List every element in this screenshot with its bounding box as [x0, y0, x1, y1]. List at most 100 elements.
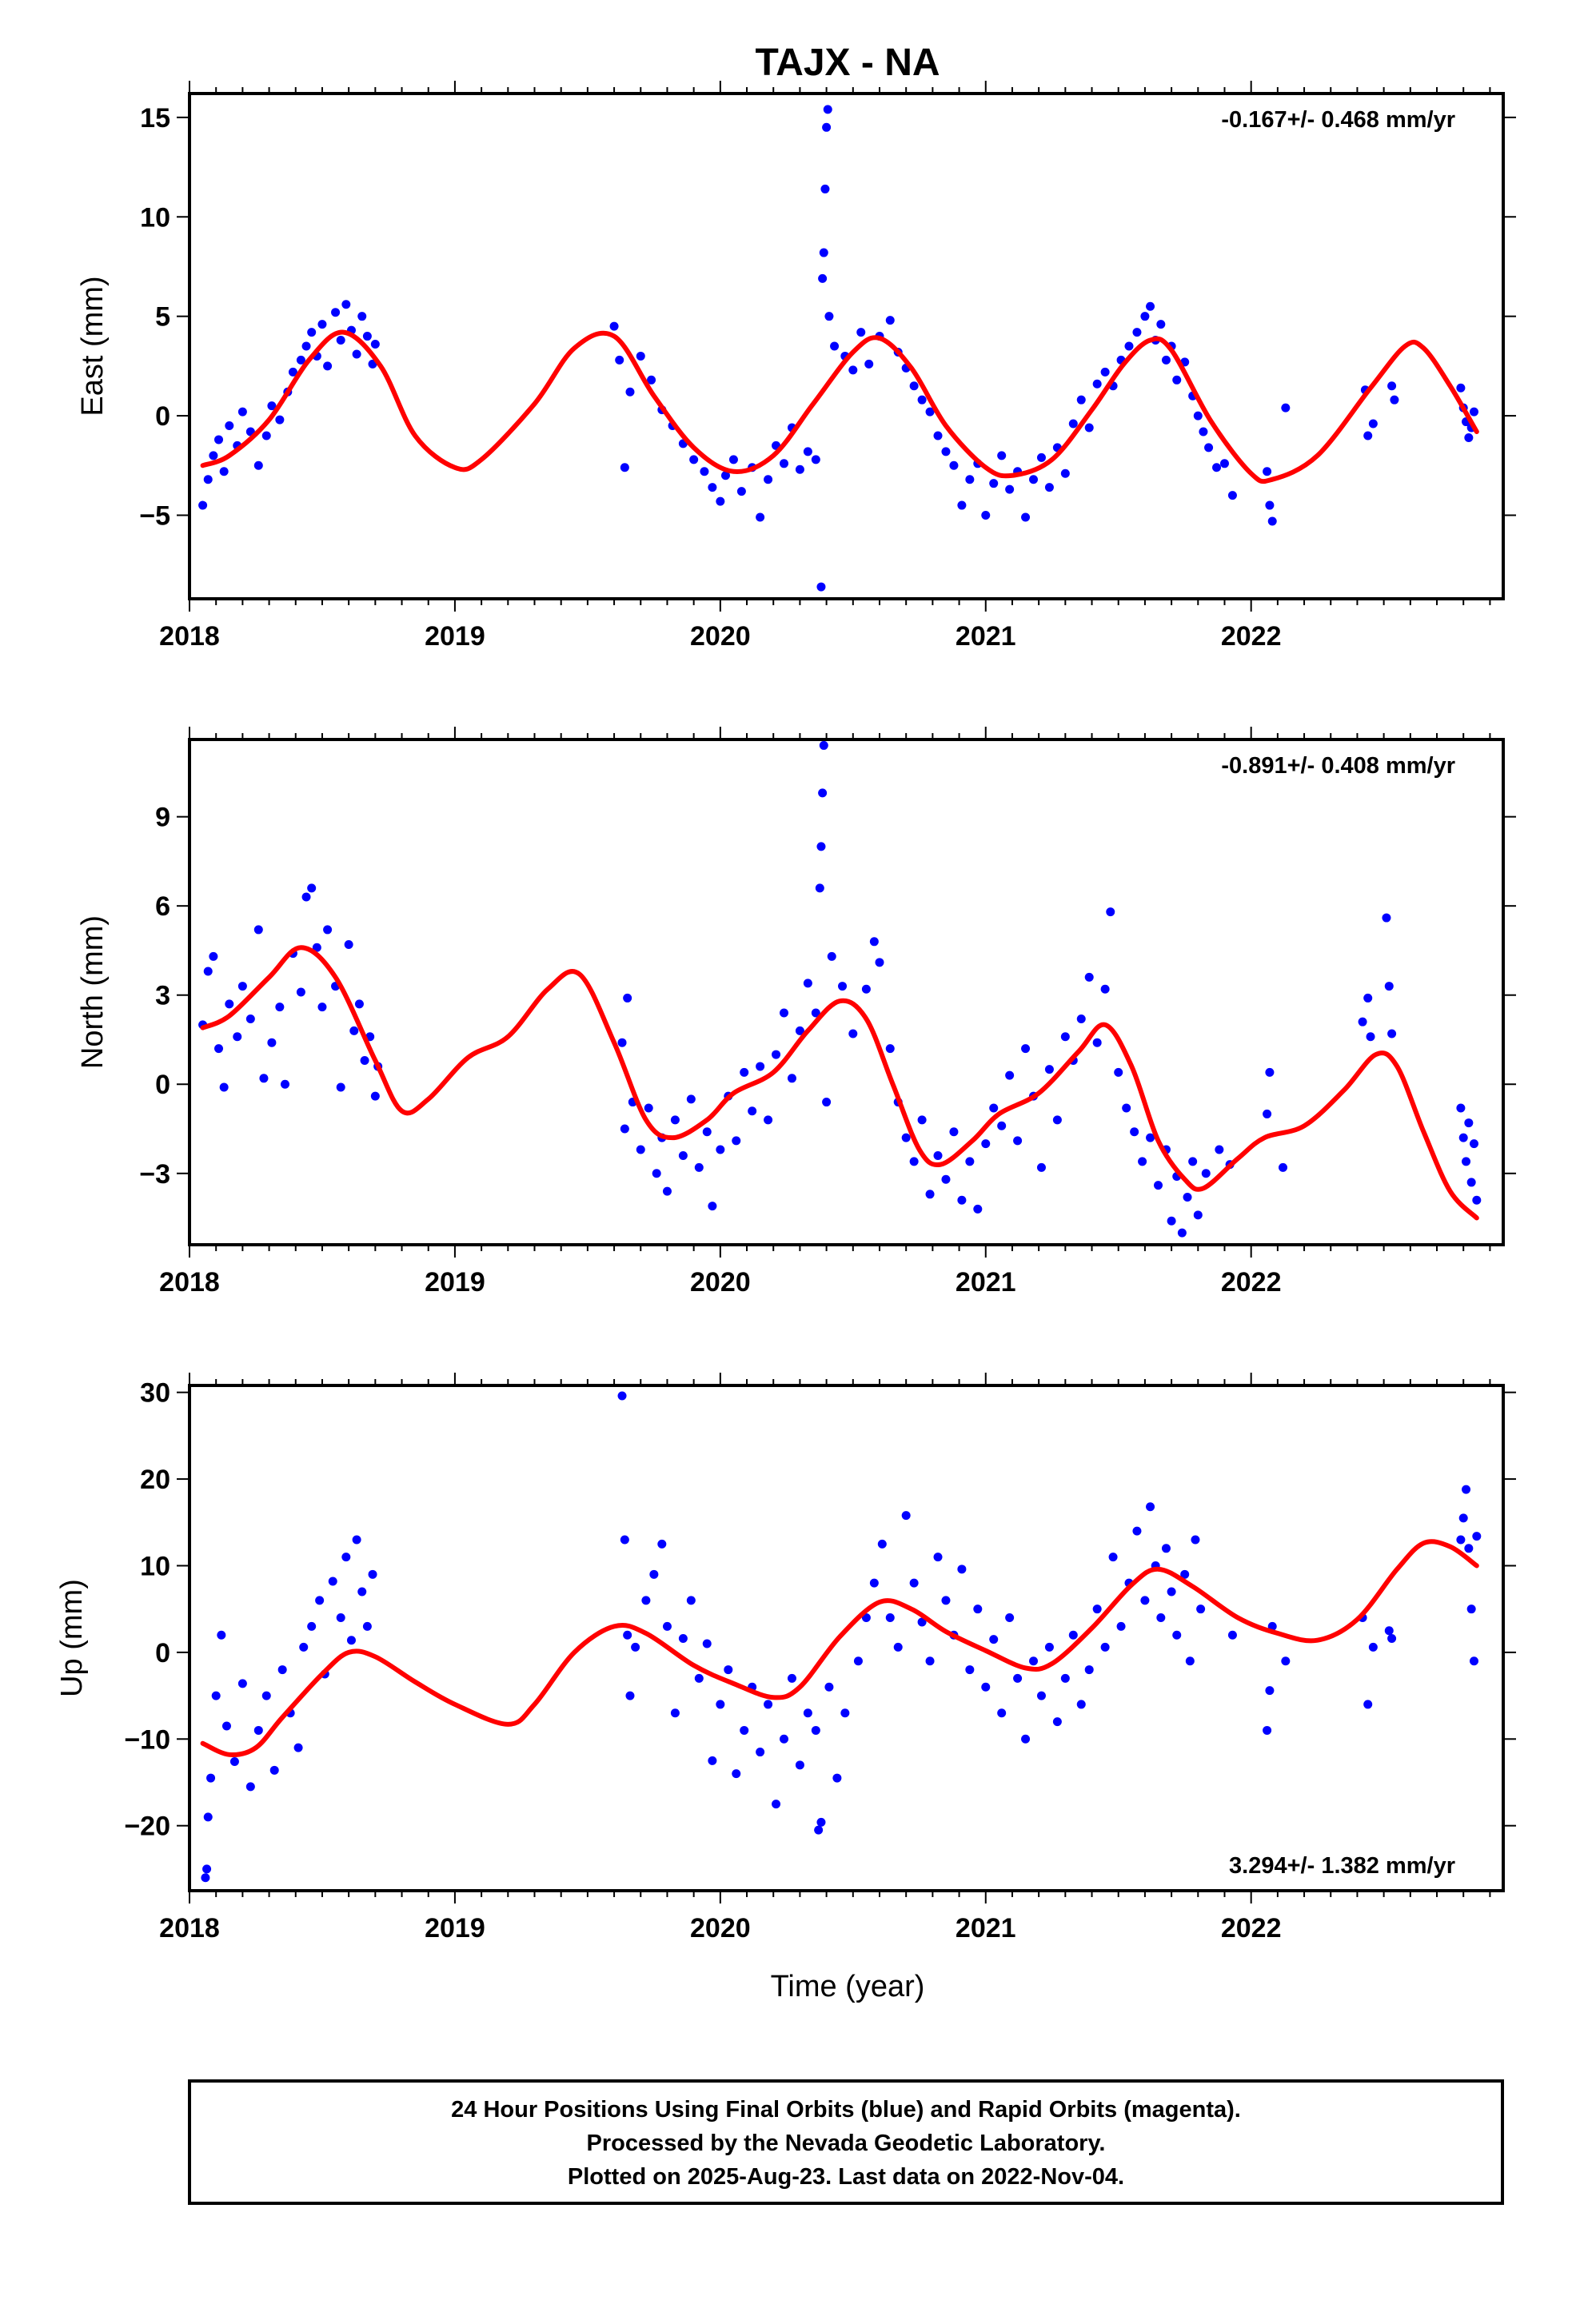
data-point	[1052, 1115, 1062, 1125]
data-point	[296, 355, 305, 365]
data-point	[957, 1195, 967, 1205]
data-point	[989, 1635, 999, 1644]
data-point	[740, 1725, 749, 1735]
data-point	[1106, 907, 1115, 917]
data-point	[779, 1734, 788, 1744]
data-point	[917, 1115, 927, 1125]
data-point	[1076, 1700, 1086, 1709]
data-point	[795, 1760, 804, 1770]
x-tick-label: 2020	[690, 1913, 751, 1943]
data-point	[1092, 1604, 1102, 1614]
data-point	[1068, 1630, 1078, 1640]
data-point	[203, 475, 213, 484]
data-point	[840, 1708, 850, 1718]
data-point	[1462, 1485, 1471, 1494]
data-point	[1384, 982, 1394, 991]
data-point	[1185, 1656, 1195, 1666]
data-point	[678, 1150, 688, 1160]
data-point	[649, 1569, 659, 1579]
data-point	[917, 1617, 927, 1627]
footer-box	[188, 2079, 1504, 2205]
data-point	[779, 459, 788, 468]
data-point	[1084, 972, 1094, 982]
data-point	[221, 1721, 231, 1731]
data-point	[368, 1569, 377, 1579]
data-point	[1191, 1535, 1200, 1545]
data-point	[1076, 395, 1086, 405]
data-point	[816, 1817, 826, 1827]
data-point	[686, 1596, 696, 1605]
data-point	[225, 999, 234, 1009]
data-point	[811, 1008, 820, 1018]
data-point	[1140, 312, 1150, 321]
data-point	[787, 1673, 796, 1683]
data-point	[275, 415, 285, 425]
x-tick-label: 2021	[956, 1267, 1016, 1298]
data-point	[253, 460, 263, 470]
data-point	[307, 328, 317, 337]
data-point	[623, 993, 632, 1003]
data-point	[724, 1665, 733, 1675]
data-point	[732, 1769, 741, 1779]
data-point	[818, 788, 828, 798]
data-point	[1036, 452, 1046, 462]
data-point	[1456, 1103, 1466, 1113]
data-point	[362, 332, 372, 341]
data-point	[756, 1062, 765, 1071]
data-point	[925, 1190, 935, 1199]
data-point	[885, 316, 895, 325]
y-tick-label: 0	[155, 401, 170, 432]
data-point	[949, 460, 959, 470]
data-point	[949, 1127, 959, 1137]
data-point	[869, 1578, 879, 1588]
y-tick-label: 3	[155, 981, 170, 1011]
data-point	[1172, 375, 1182, 385]
rate-label: -0.167+/- 0.468 mm/yr	[1221, 107, 1455, 133]
data-point	[299, 1642, 309, 1652]
data-point	[341, 300, 351, 309]
data-point	[678, 1634, 688, 1644]
data-point	[941, 1174, 951, 1184]
data-point	[901, 1133, 911, 1142]
footer-line-3: Plotted on 2025-Aug-23. Last data on 202…	[568, 2164, 1124, 2190]
data-point	[965, 1157, 975, 1166]
data-point	[1044, 1642, 1054, 1652]
data-point	[307, 1621, 317, 1631]
data-point	[352, 349, 361, 359]
data-point	[848, 365, 858, 375]
data-point	[1281, 1656, 1291, 1666]
data-point	[317, 1003, 327, 1012]
data-point	[344, 940, 353, 950]
data-point	[708, 483, 717, 492]
data-point	[336, 1082, 345, 1092]
data-point	[909, 1157, 919, 1166]
data-point	[702, 1639, 712, 1648]
data-point	[736, 487, 746, 496]
data-point	[1263, 1109, 1272, 1118]
data-point	[625, 1691, 635, 1700]
data-point	[357, 1587, 367, 1597]
footer-line-1: 24 Hour Positions Using Final Orbits (bl…	[451, 2097, 1241, 2123]
panel-1: 2018 2019 2020 2021 2022 15 10 5 0 −5 East (mm) -0.…	[76, 81, 1516, 652]
data-point	[352, 1535, 361, 1545]
y-axis-label: North (mm)	[76, 915, 110, 1069]
data-point	[1013, 1136, 1023, 1146]
x-tick-label: 2020	[690, 1267, 751, 1298]
data-point	[203, 1812, 213, 1822]
data-point	[1215, 1145, 1224, 1154]
data-point	[1464, 1544, 1474, 1553]
model-curve	[200, 945, 1479, 1221]
data-point	[357, 312, 367, 321]
data-point	[336, 1613, 345, 1623]
data-point	[280, 1079, 289, 1089]
data-point	[1464, 1118, 1474, 1128]
data-point	[237, 407, 247, 417]
x-axis-label: Time (year)	[771, 1970, 925, 2003]
data-point	[1219, 459, 1229, 468]
data-point	[925, 1656, 935, 1666]
data-point	[275, 1003, 285, 1012]
data-point	[636, 1145, 645, 1154]
x-tick-label: 2022	[1221, 1913, 1282, 1943]
data-point	[1227, 491, 1237, 500]
